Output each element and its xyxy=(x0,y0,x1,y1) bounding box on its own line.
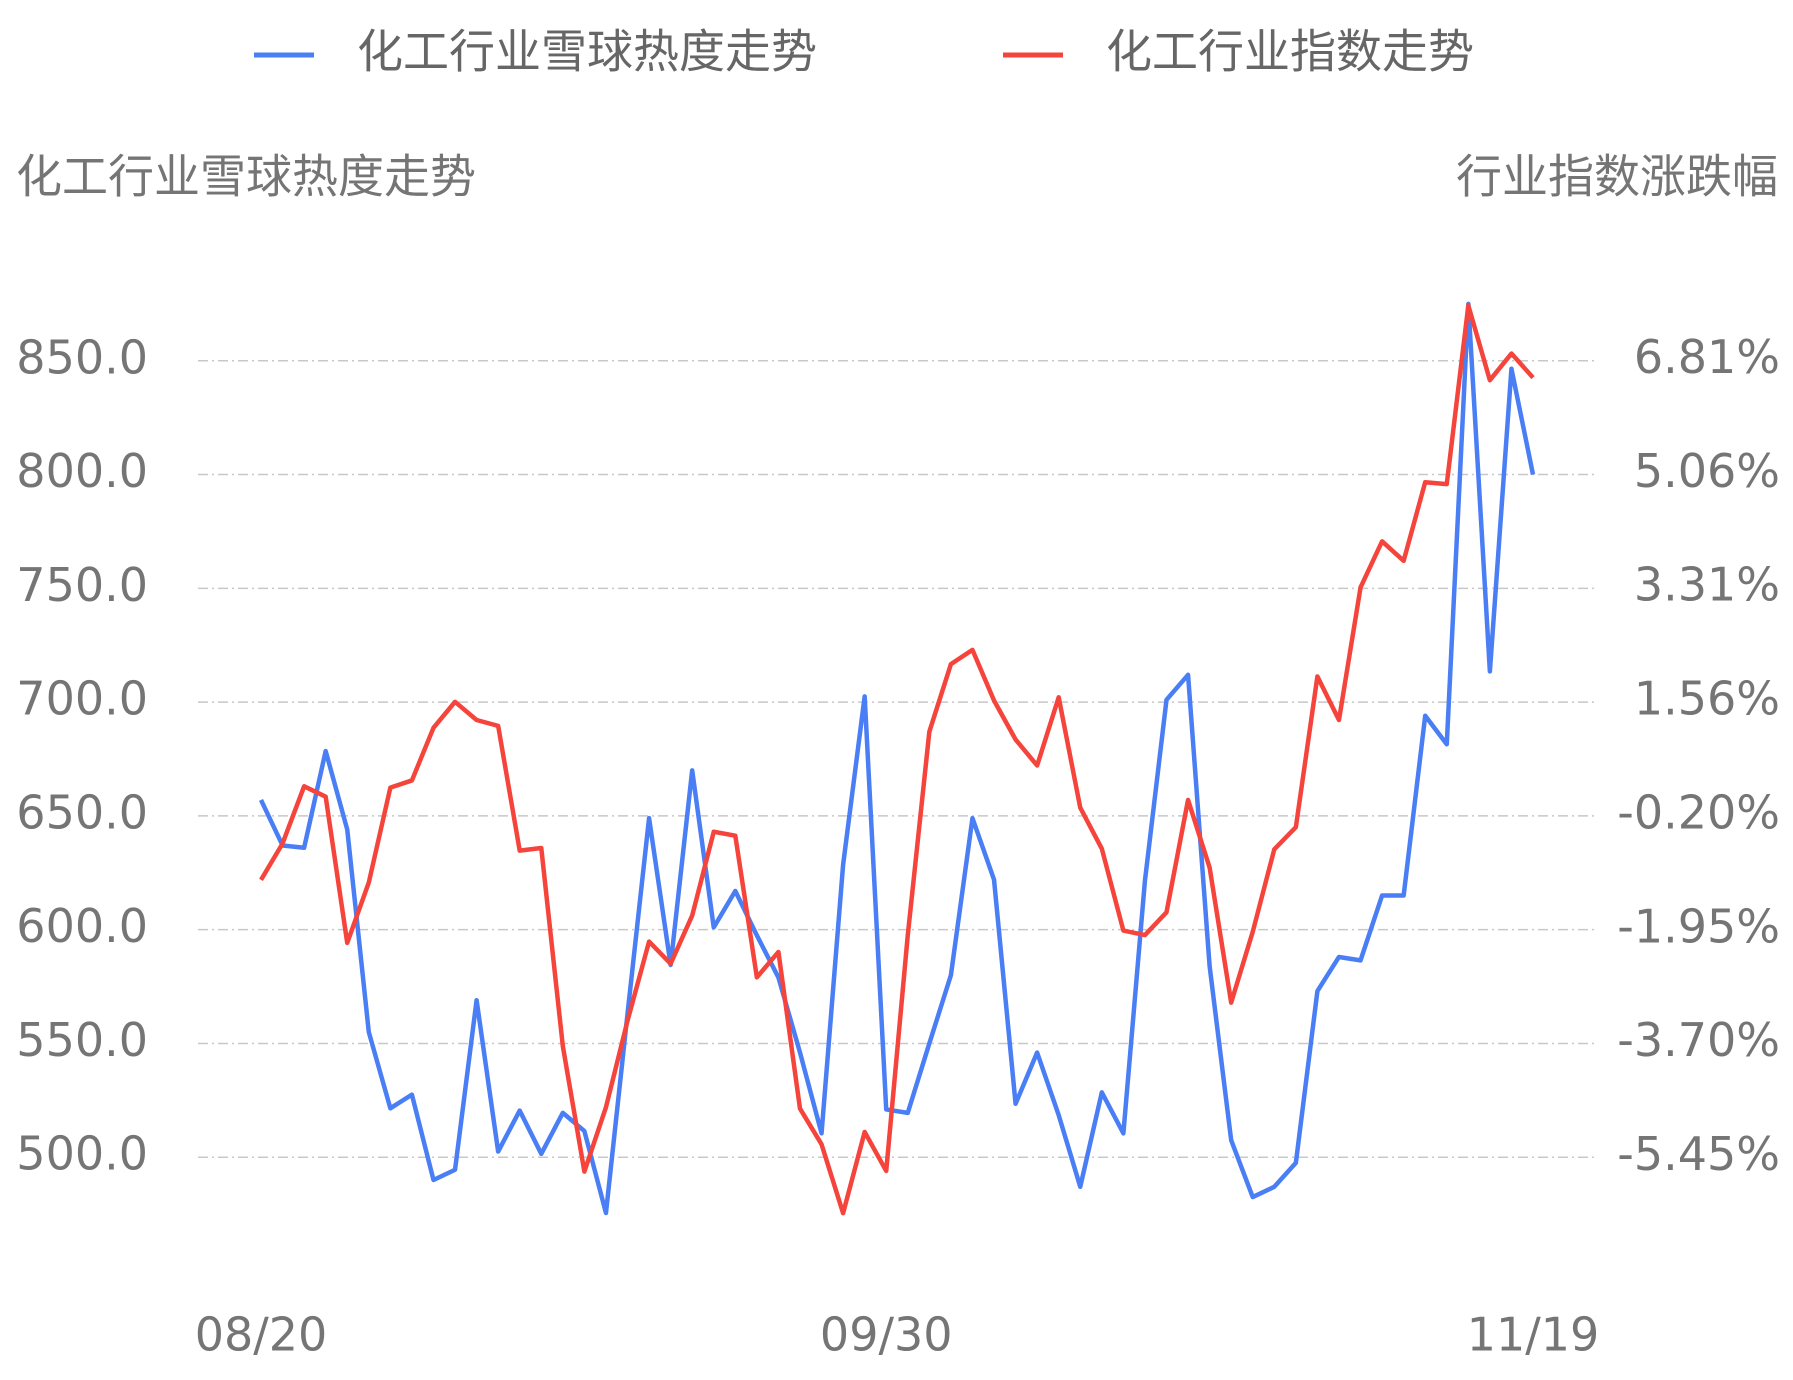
legend-label: 化工行业指数走势 xyxy=(1106,25,1474,79)
y2-tick-label: 5.06% xyxy=(1634,444,1780,498)
y-tick-label: 750.0 xyxy=(16,558,148,612)
y2-tick-label: 6.81% xyxy=(1634,330,1780,384)
y-axis-title: 化工行业雪球热度走势 xyxy=(16,150,476,204)
x-tick-label: 11/19 xyxy=(1467,1308,1600,1362)
y2-tick-label: -0.20% xyxy=(1617,786,1780,840)
y-tick-label: 650.0 xyxy=(16,785,148,839)
y2-tick-label: -5.45% xyxy=(1617,1127,1780,1181)
series-line xyxy=(259,303,1535,1216)
y-tick-label: 800.0 xyxy=(16,444,148,498)
y-tick-label: 550.0 xyxy=(16,1013,148,1067)
x-tick-label: 08/20 xyxy=(195,1308,328,1362)
y-tick-label: 700.0 xyxy=(16,672,148,726)
y2-axis-title: 行业指数涨跌幅 xyxy=(1456,150,1778,204)
y-tick-label: 600.0 xyxy=(16,899,148,953)
legend-label: 化工行业雪球热度走势 xyxy=(357,25,817,79)
y2-tick-label: -1.95% xyxy=(1617,899,1780,953)
x-tick-label: 09/30 xyxy=(820,1308,953,1362)
y-tick-label: 500.0 xyxy=(16,1127,148,1181)
y2-tick-label: 3.31% xyxy=(1634,558,1780,612)
series-line xyxy=(258,301,1536,1216)
y-tick-label: 850.0 xyxy=(16,330,148,384)
y2-tick-label: -3.70% xyxy=(1617,1013,1780,1067)
y2-tick-label: 1.56% xyxy=(1634,671,1780,725)
